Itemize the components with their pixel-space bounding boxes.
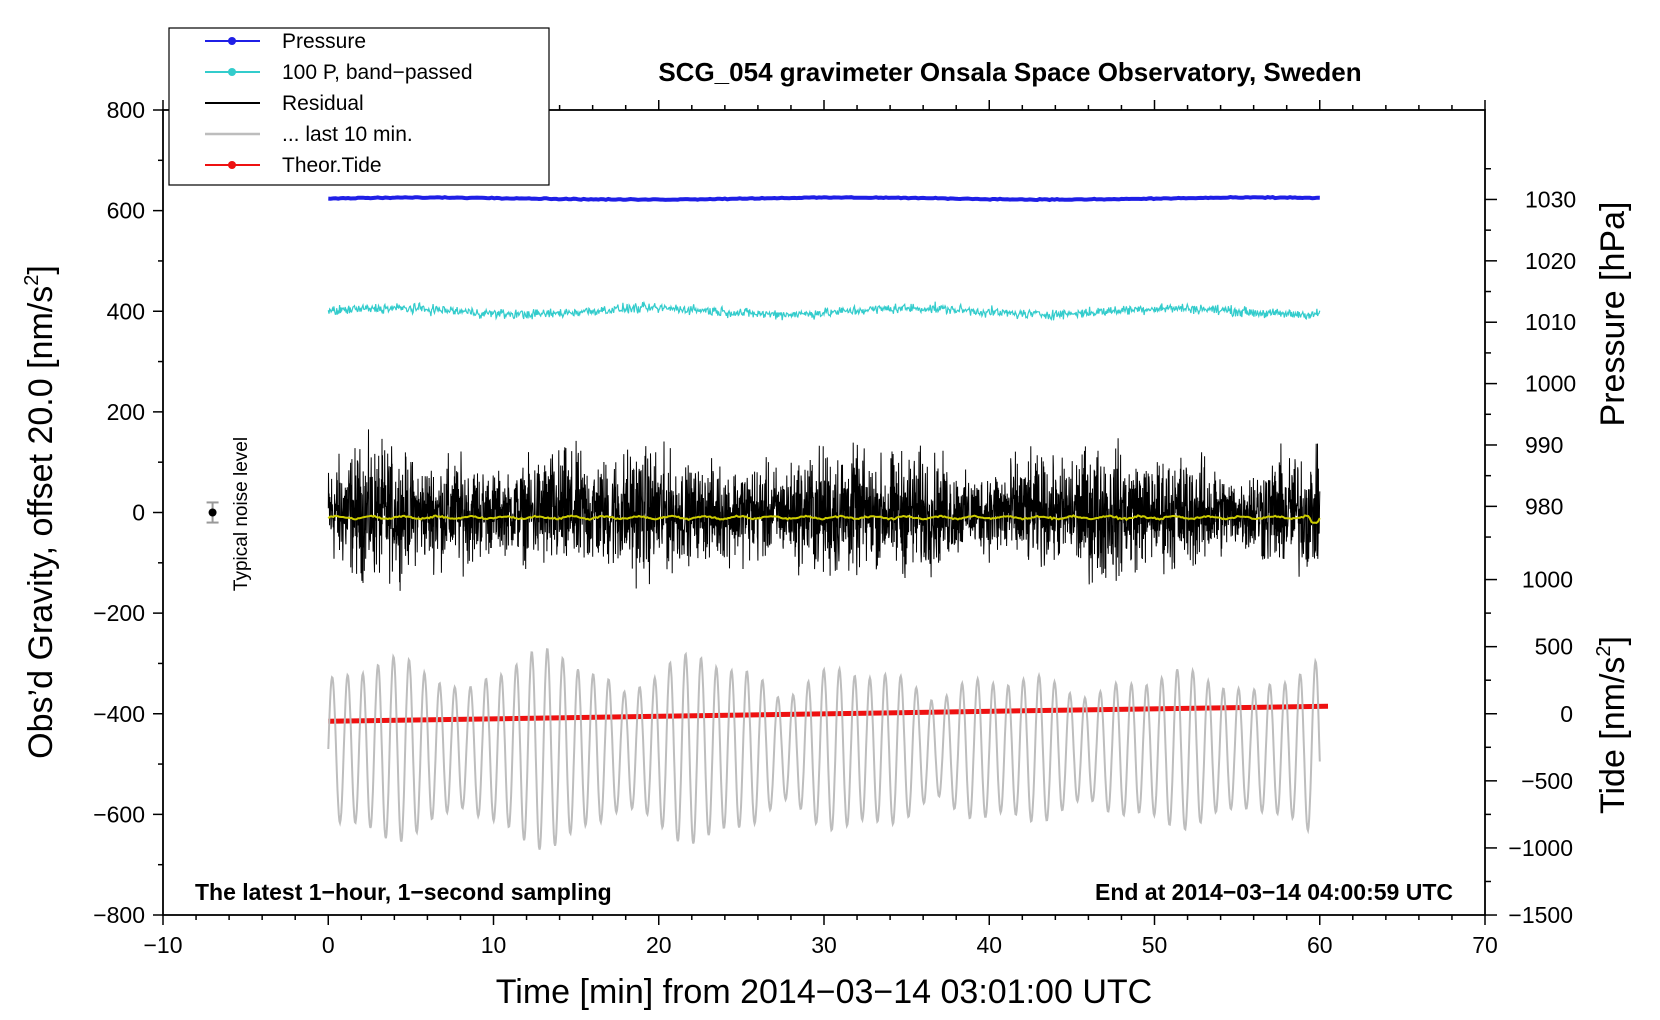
- pressure-tick-label: 1000: [1525, 371, 1576, 397]
- pressure-axis-title: Pressure [hPa]: [1594, 202, 1632, 427]
- y-tick-label: 200: [107, 399, 145, 425]
- y-tick-label: 600: [107, 198, 145, 224]
- x-tick-label: 0: [322, 932, 335, 958]
- y-axis-title-main: Obs’d Gravity, offset 20.0 [nm/s: [22, 286, 60, 759]
- y-axis-title: Obs’d Gravity, offset 20.0 [nm/s2]: [21, 265, 60, 759]
- tide-tick-label: 500: [1535, 634, 1573, 660]
- y-tick-label: −800: [93, 902, 145, 928]
- tide-axis-title-sup: 2: [1593, 645, 1615, 656]
- x-tick-label: 30: [811, 932, 837, 958]
- legend-box: [168, 27, 550, 186]
- tide-tick-label: −1500: [1508, 902, 1573, 928]
- x-tick-label: 50: [1142, 932, 1168, 958]
- tide-tick-label: 1000: [1522, 567, 1573, 593]
- tide-tick-label: −500: [1521, 768, 1573, 794]
- chart-title: SCG_054 gravimeter Onsala Space Observat…: [658, 57, 1361, 87]
- y-tick-label: 400: [107, 298, 145, 324]
- tide-axis: −1500 −1000 −500 0 500 1000: [1485, 567, 1573, 928]
- tide-tick-label: 0: [1560, 701, 1573, 727]
- pressure-tick-label: 1010: [1525, 309, 1576, 335]
- sampling-note: The latest 1−hour, 1−second sampling: [195, 879, 612, 905]
- pressure-series: [328, 194, 1320, 203]
- residual-line: [327, 429, 1321, 591]
- pressure-tick-label: 990: [1525, 432, 1563, 458]
- theor-tide-series: [328, 703, 1329, 724]
- legend-marker: [228, 68, 236, 76]
- noise-level-marker: [206, 501, 219, 524]
- last-10-min-series: [327, 648, 1321, 850]
- x-axis-title: Time [min] from 2014−03−14 03:01:00 UTC: [496, 973, 1152, 1011]
- y-axis: −800 −600 −400 −200 0 200 400 600 800: [93, 97, 163, 928]
- x-tick-label: 20: [646, 932, 672, 958]
- tide-axis-title: Tide [nm/s2]: [1593, 636, 1632, 814]
- tide-axis-title-main: Tide [nm/s: [1594, 657, 1632, 814]
- noise-level-label: Typical noise level: [231, 437, 252, 591]
- end-time-note: End at 2014−03−14 04:00:59 UTC: [1095, 879, 1453, 905]
- band-passed-line: [327, 300, 1321, 321]
- y-tick-label: −200: [93, 600, 145, 626]
- y-tick-label: 0: [132, 500, 145, 526]
- pressure-axis: 980 990 1000 1010 1020 1030: [1485, 168, 1576, 538]
- legend-label: Pressure: [282, 30, 366, 53]
- x-tick-label: 40: [976, 932, 1002, 958]
- residual-series: [327, 429, 1321, 591]
- legend-marker: [228, 161, 236, 169]
- band-passed-pressure-series: [327, 300, 1321, 321]
- x-tick-label: 70: [1472, 932, 1498, 958]
- tide-axis-title-end: ]: [1594, 636, 1632, 645]
- y-axis-title-sup: 2: [21, 275, 43, 286]
- residual-smoothed-series: [327, 514, 1321, 524]
- legend-label: 100 P, band−passed: [282, 61, 473, 84]
- legend-label: Residual: [282, 92, 364, 115]
- tide-tick-label: −1000: [1508, 835, 1573, 861]
- y-tick-label: 800: [107, 97, 145, 123]
- y-axis-title-end: ]: [22, 265, 60, 274]
- theor-tide-line: [328, 703, 1329, 724]
- pressure-line: [328, 194, 1320, 203]
- y-tick-label: −400: [93, 701, 145, 727]
- x-axis: −10 0 10 20 30 40 50 60 70: [143, 100, 1498, 958]
- residual-smoothed-line: [327, 514, 1321, 524]
- legend-label: Theor.Tide: [282, 154, 382, 177]
- x-tick-label: 60: [1307, 932, 1333, 958]
- x-tick-label: 10: [481, 932, 507, 958]
- pressure-tick-label: 1030: [1525, 186, 1576, 212]
- noise-point: [208, 508, 217, 517]
- legend-marker: [228, 37, 236, 45]
- legend: Pressure 100 P, band−passed Residual ... la…: [168, 27, 550, 186]
- pressure-tick-label: 1020: [1525, 248, 1576, 274]
- last-10-min-line: [327, 648, 1321, 850]
- legend-label: ... last 10 min.: [282, 123, 413, 146]
- pressure-tick-label: 980: [1525, 493, 1563, 519]
- x-tick-label: −10: [143, 932, 182, 958]
- y-tick-label: −600: [93, 801, 145, 827]
